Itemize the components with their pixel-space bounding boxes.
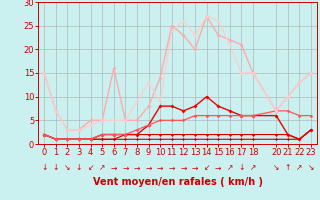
Text: →: →: [122, 163, 129, 172]
Text: →: →: [169, 163, 175, 172]
Text: →: →: [180, 163, 187, 172]
Text: ↘: ↘: [64, 163, 71, 172]
Text: ↘: ↘: [308, 163, 314, 172]
Text: ↗: ↗: [250, 163, 256, 172]
Text: →: →: [145, 163, 152, 172]
Text: →: →: [192, 163, 198, 172]
Text: ↓: ↓: [238, 163, 244, 172]
Text: ↗: ↗: [227, 163, 233, 172]
Text: ↙: ↙: [87, 163, 94, 172]
Text: ↙: ↙: [204, 163, 210, 172]
Text: ↘: ↘: [273, 163, 279, 172]
Text: ↓: ↓: [76, 163, 82, 172]
Text: →: →: [157, 163, 164, 172]
Text: ↓: ↓: [52, 163, 59, 172]
Text: ↗: ↗: [99, 163, 105, 172]
Text: →: →: [215, 163, 221, 172]
Text: →: →: [111, 163, 117, 172]
Text: ↗: ↗: [296, 163, 303, 172]
Text: ↓: ↓: [41, 163, 47, 172]
Text: ↑: ↑: [284, 163, 291, 172]
X-axis label: Vent moyen/en rafales ( km/h ): Vent moyen/en rafales ( km/h ): [92, 177, 263, 187]
Text: →: →: [134, 163, 140, 172]
